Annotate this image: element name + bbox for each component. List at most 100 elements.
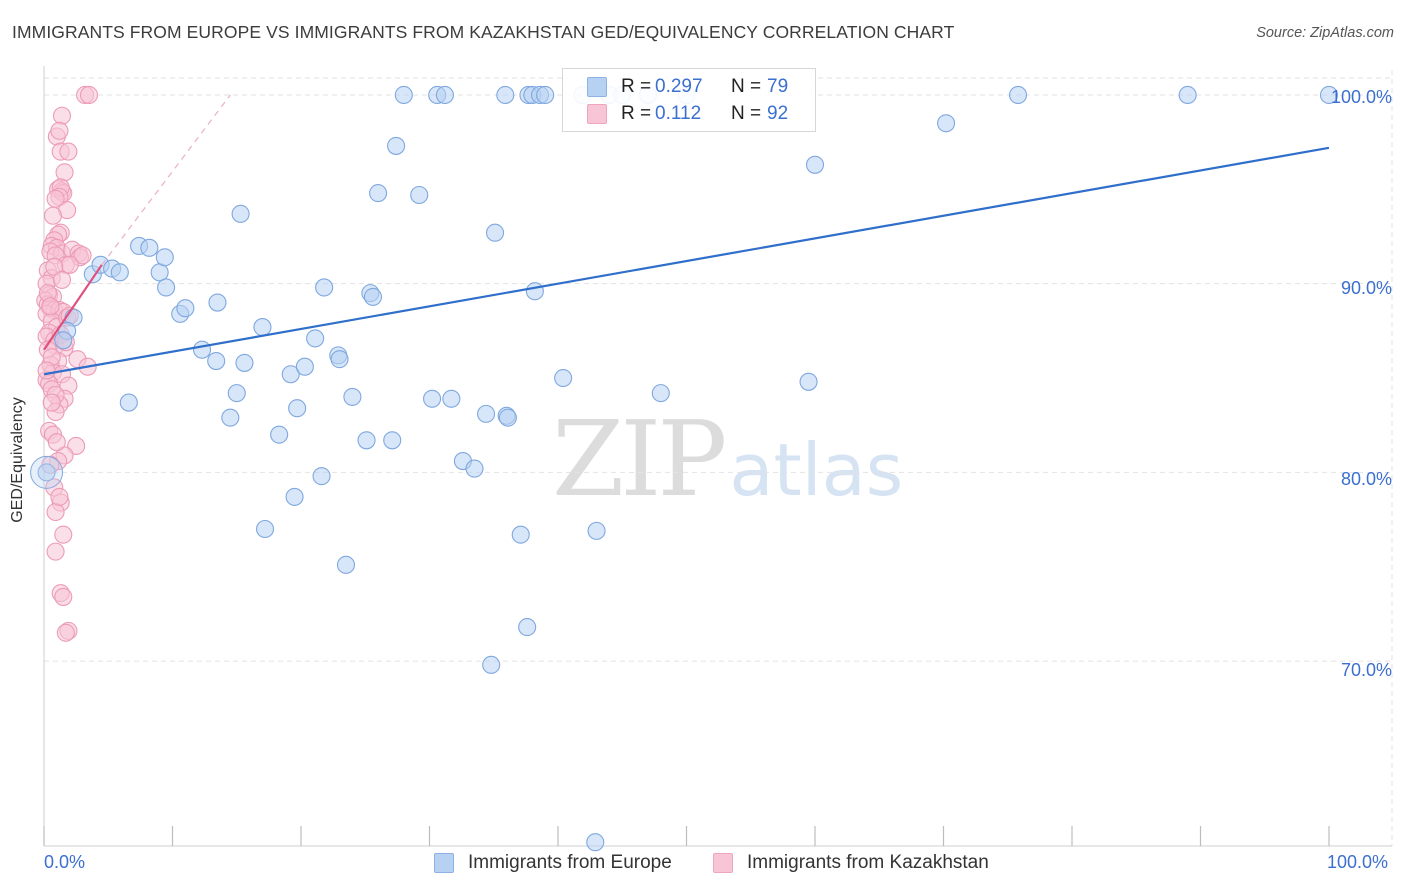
- europe-point: [255, 519, 275, 539]
- europe-point: [295, 357, 314, 376]
- europe-point: [155, 248, 174, 267]
- europe-point: [651, 384, 670, 403]
- europe-point: [442, 389, 461, 408]
- europe-point: [498, 408, 517, 427]
- europe-point: [586, 833, 605, 852]
- europe-point: [270, 425, 289, 444]
- europe-point: [281, 365, 300, 384]
- n-label: N =: [731, 103, 762, 124]
- europe-point: [587, 521, 606, 540]
- kazakhstan-point: [46, 502, 65, 522]
- x-tick-label-min: 0.0%: [44, 852, 86, 872]
- europe-point: [207, 351, 226, 371]
- europe-point: [343, 387, 362, 406]
- europe-point: [235, 353, 254, 372]
- kazakhstan-point: [41, 297, 60, 316]
- source-credit: Source: ZipAtlas.com: [1256, 25, 1394, 41]
- europe-point: [54, 331, 73, 350]
- europe-point: [193, 340, 212, 359]
- kazakhstan-point: [43, 206, 63, 225]
- europe-point: [330, 350, 349, 369]
- y-tick-label-80: 80.0%: [1340, 469, 1392, 489]
- kazakhstan-point: [59, 142, 78, 161]
- europe-point: [1178, 85, 1197, 105]
- y-tick-label-70: 70.0%: [1340, 660, 1392, 680]
- kazakhstan-point: [42, 393, 61, 412]
- europe-point: [221, 408, 240, 427]
- watermark: ZIPatlas: [552, 398, 903, 520]
- kazakhstan-legend-label: Immigrants from Kazakhstan: [747, 852, 989, 873]
- watermark-atlas: atlas: [729, 428, 904, 512]
- europe-point: [799, 372, 818, 391]
- europe-point: [315, 278, 334, 297]
- trend-lines: [43, 94, 1330, 376]
- europe-point: [357, 431, 376, 450]
- kazakhstan-point: [79, 85, 99, 105]
- europe-point: [511, 525, 530, 544]
- europe-point: [119, 393, 138, 412]
- kazakhstan-point: [52, 106, 72, 125]
- y-tick-label-90: 90.0%: [1340, 278, 1392, 298]
- europe-point: [306, 329, 325, 348]
- europe-point: [435, 85, 454, 105]
- kazakhstan-point: [50, 121, 69, 140]
- europe-point: [363, 287, 383, 306]
- r-label: R =: [621, 103, 652, 124]
- europe-swatch: [587, 77, 607, 97]
- europe-point: [410, 185, 429, 205]
- r-label: R =: [621, 76, 652, 97]
- legend-row-kazakhstan: R = 0.112 N = 92: [563, 101, 815, 127]
- europe-point: [369, 184, 388, 203]
- europe-point: [482, 655, 501, 674]
- kazakhstan-trend-extension: [101, 94, 231, 266]
- europe-point: [312, 467, 331, 486]
- x-tick-label-max: 100.0%: [1327, 852, 1389, 872]
- europe-point: [554, 368, 573, 388]
- europe-point: [423, 389, 442, 408]
- europe-point: [387, 136, 406, 155]
- y-axis-label: GED/Equivalency: [9, 397, 26, 523]
- europe-point: [253, 318, 272, 337]
- europe-legend-swatch: [434, 853, 454, 873]
- r-value: 0.112: [655, 103, 702, 124]
- n-label: N =: [731, 76, 762, 97]
- europe-point: [485, 223, 505, 242]
- r-value: 0.297: [655, 76, 703, 97]
- kazakhstan-point: [56, 623, 75, 642]
- kazakhstan-point: [60, 255, 79, 274]
- correlation-legend: R = 0.297 N = 79 R = 0.112 N = 92: [562, 68, 816, 132]
- europe-point: [465, 459, 484, 478]
- n-value: 79: [767, 76, 789, 97]
- kazakhstan-swatch: [587, 104, 607, 124]
- europe-legend-label: Immigrants from Europe: [468, 852, 672, 873]
- y-tick-label-100: 100.0%: [1330, 87, 1392, 107]
- europe-point: [231, 204, 250, 223]
- watermark-zip: ZIP: [552, 398, 727, 520]
- europe-point: [336, 555, 356, 574]
- kazakhstan-legend-swatch: [713, 853, 733, 873]
- kazakhstan-point: [52, 270, 72, 289]
- kazakhstan-point: [46, 542, 65, 561]
- europe-point: [140, 238, 159, 257]
- kazakhstan-point: [73, 246, 92, 265]
- europe-point: [1008, 85, 1028, 105]
- chart-title: IMMIGRANTS FROM EUROPE VS IMMIGRANTS FRO…: [12, 22, 955, 42]
- kazakhstan-point: [54, 525, 73, 544]
- europe-point: [30, 455, 64, 489]
- axes: [43, 66, 1392, 847]
- kazakhstan-point: [54, 587, 73, 606]
- europe-point: [285, 487, 304, 506]
- europe-point: [476, 404, 496, 423]
- europe-point: [1319, 85, 1339, 105]
- europe-point: [150, 263, 169, 282]
- kazakhstan-points: [36, 85, 99, 642]
- europe-point: [110, 263, 129, 282]
- kazakhstan-point: [55, 163, 74, 182]
- europe-point: [37, 463, 56, 482]
- series-legend: Immigrants from Europe Immigrants from K…: [0, 852, 1406, 880]
- europe-point: [937, 114, 956, 133]
- europe-point: [496, 85, 515, 105]
- europe-point: [227, 384, 246, 403]
- europe-point: [176, 299, 195, 318]
